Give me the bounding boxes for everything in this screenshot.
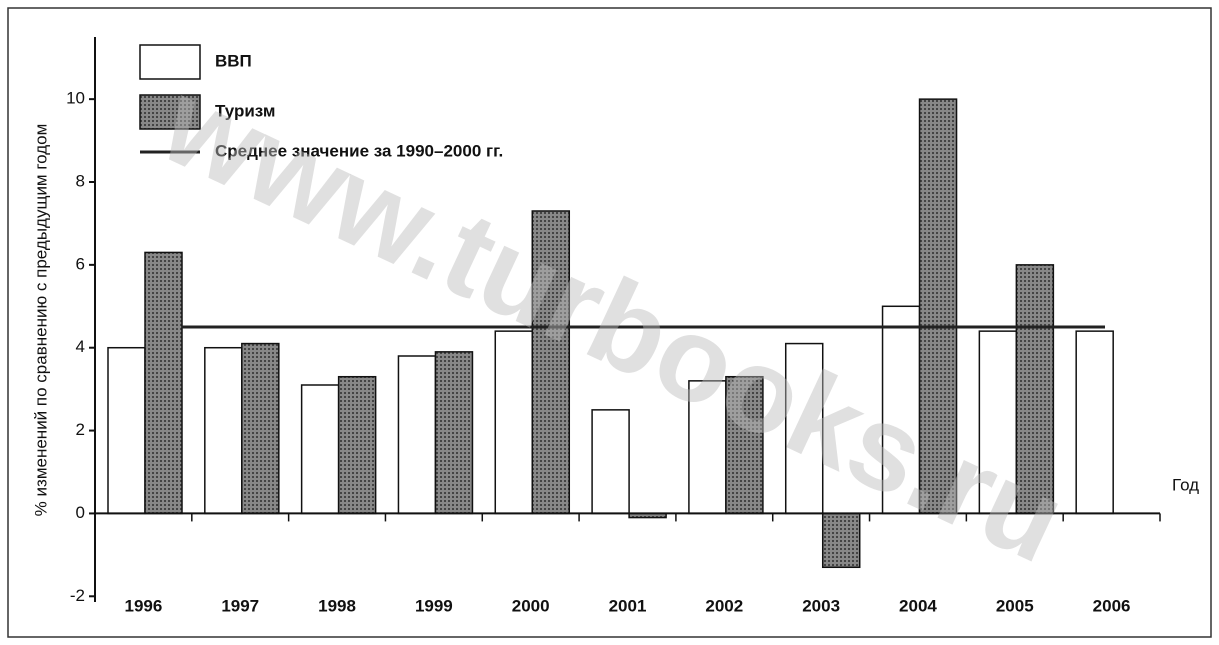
gdp-bar <box>107 346 146 515</box>
tourism-bar <box>821 512 861 569</box>
x-tick-label: 2004 <box>899 596 937 615</box>
gdp-bar <box>300 384 340 515</box>
y-tick-label: 8 <box>76 171 85 190</box>
x-tick-label: 1996 <box>124 596 162 615</box>
x-tick-label: 1998 <box>318 596 356 615</box>
legend-label: ВВП <box>215 51 252 70</box>
tourism-bar <box>144 251 183 515</box>
x-tick-label: 1997 <box>221 596 259 615</box>
x-tick-label: 2006 <box>1093 596 1131 615</box>
tourism-bar <box>531 210 571 515</box>
frame <box>7 7 1212 638</box>
y-tick-label: 0 <box>76 503 85 522</box>
x-tick-label: 2005 <box>996 596 1034 615</box>
gdp-bar <box>591 409 630 515</box>
tourism-bar <box>434 351 474 515</box>
tourism-bar <box>1015 264 1055 515</box>
x-tick-label: 2003 <box>802 596 840 615</box>
x-axis-label: Год <box>1172 475 1199 494</box>
legend-label: Среднее значение за 1990–2000 гг. <box>215 141 503 160</box>
gdp-bar <box>978 330 1018 515</box>
gdp-bar <box>204 346 243 515</box>
gdp-bar <box>397 355 437 515</box>
y-tick-label: 4 <box>76 337 85 356</box>
x-tick-label: 2001 <box>609 596 647 615</box>
tourism-bar <box>241 342 280 515</box>
legend-swatch <box>139 44 201 80</box>
y-tick-label: 6 <box>76 254 85 273</box>
x-tick-label: 1999 <box>415 596 453 615</box>
gdp-bar <box>1075 330 1114 515</box>
x-tick-label: 2002 <box>705 596 743 615</box>
legend-swatch <box>139 94 201 130</box>
gdp-bar <box>494 330 534 515</box>
tourism-bar <box>337 375 377 515</box>
y-tick-label: 2 <box>76 420 85 439</box>
y-axis-label: % изменений по сравнению с предыдущим го… <box>31 124 50 517</box>
gdp-bar <box>784 342 824 515</box>
tourism-bar <box>725 375 764 515</box>
y-tick-label: 10 <box>66 89 85 108</box>
x-tick-label: 2000 <box>512 596 550 615</box>
y-tick-label: -2 <box>70 586 85 605</box>
legend-label: Туризм <box>215 101 275 120</box>
tourism-bar <box>918 98 958 515</box>
